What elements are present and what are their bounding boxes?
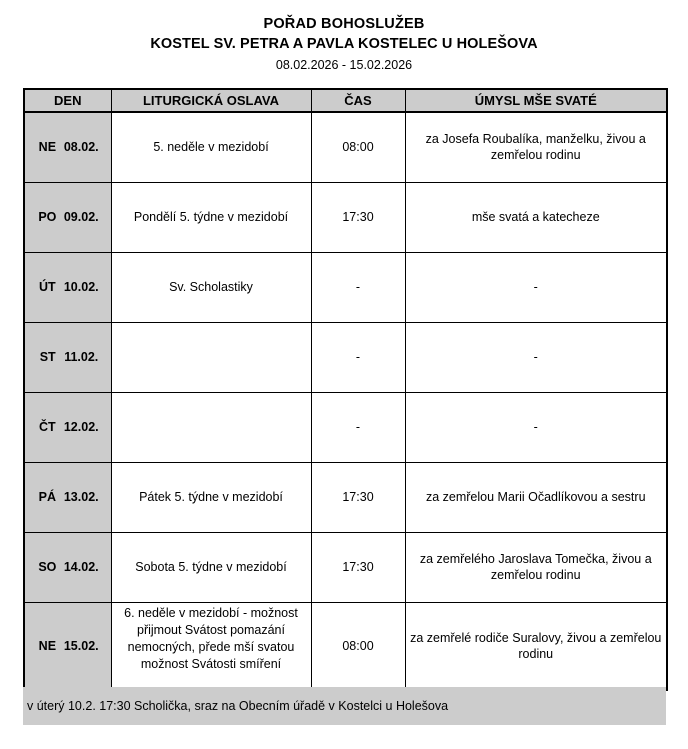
- footer-note: v úterý 10.2. 17:30 Scholička, sraz na O…: [23, 687, 666, 725]
- cell-time: 08:00: [310, 111, 406, 183]
- cell-intention: -: [404, 321, 668, 393]
- table-row: PO 09.02. Pondělí 5. týdne v mezidobí 17:…: [23, 181, 668, 253]
- table-row: NE 15.02. 6. neděle v mezidobí - možnost …: [23, 601, 668, 691]
- cell-time: -: [310, 251, 406, 323]
- cell-celebration: 6. neděle v mezidobí - možnost přijmout …: [110, 601, 312, 691]
- day-of-week: ST: [39, 350, 56, 364]
- cell-time: 17:30: [310, 461, 406, 533]
- document-subtitle: KOSTEL SV. PETRA A PAVLA KOSTELEC U HOLE…: [150, 36, 538, 52]
- day-of-week: SO: [38, 560, 57, 574]
- cell-time: 17:30: [310, 181, 406, 253]
- table-row: SO 14.02. Sobota 5. týdne v mezidobí 17:3…: [23, 531, 668, 603]
- document-title: POŘAD BOHOSLUŽEB: [263, 16, 425, 32]
- table-header-row: DEN LITURGICKÁ OSLAVA ČAS ÚMYSL MŠE SVAT…: [23, 88, 668, 113]
- cell-intention: mše svatá a katecheze: [404, 181, 668, 253]
- cell-time: 17:30: [310, 531, 406, 603]
- cell-intention: -: [404, 391, 668, 463]
- document-heading: POŘAD BOHOSLUŽEB KOSTEL SV. PETRA A PAVL…: [0, 0, 688, 75]
- cell-day: PO 09.02.: [23, 181, 112, 253]
- cell-celebration: Sobota 5. týdne v mezidobí: [110, 531, 312, 603]
- day-date: 08.02.: [63, 140, 99, 155]
- schedule-table: DEN LITURGICKÁ OSLAVA ČAS ÚMYSL MŠE SVAT…: [23, 88, 668, 691]
- table-row: NE 08.02. 5. neděle v mezidobí 08:00 za J…: [23, 111, 668, 183]
- day-date: 11.02.: [64, 350, 99, 364]
- day-of-week: NE: [38, 140, 57, 155]
- cell-day: NE 08.02.: [23, 111, 112, 183]
- cell-time: -: [310, 321, 406, 393]
- day-of-week: ČT: [39, 420, 56, 434]
- cell-intention: -: [404, 251, 668, 323]
- column-header-celebration: LITURGICKÁ OSLAVA: [110, 88, 312, 113]
- day-date: 12.02.: [63, 420, 99, 434]
- table-row: ČT 12.02. - -: [23, 391, 668, 463]
- day-of-week: PO: [38, 210, 57, 224]
- schedule-table-body: NE 08.02. 5. neděle v mezidobí 08:00 za J…: [23, 111, 668, 691]
- footer-note-text: v úterý 10.2. 17:30 Scholička, sraz na O…: [27, 699, 449, 713]
- cell-intention: za zemřelou Marii Očadlíkovou a sestru: [404, 461, 668, 533]
- day-date: 14.02.: [63, 560, 99, 574]
- cell-day: NE 15.02.: [23, 601, 112, 691]
- table-row: PÁ 13.02. Pátek 5. týdne v mezidobí 17:30…: [23, 461, 668, 533]
- cell-intention: za zemřelého Jaroslava Tomečka, živou a …: [404, 531, 668, 603]
- table-row: ÚT 10.02. Sv. Scholastiky - -: [23, 251, 668, 323]
- cell-day: ÚT 10.02.: [23, 251, 112, 323]
- day-of-week: PÁ: [38, 490, 57, 504]
- cell-day: ČT 12.02.: [23, 391, 112, 463]
- cell-day: SO 14.02.: [23, 531, 112, 603]
- cell-intention: za Josefa Roubalíka, manželku, živou a z…: [404, 111, 668, 183]
- cell-time: 08:00: [310, 601, 406, 691]
- schedule-table-container: DEN LITURGICKÁ OSLAVA ČAS ÚMYSL MŠE SVAT…: [23, 88, 668, 691]
- table-row: ST 11.02. - -: [23, 321, 668, 393]
- cell-day: ST 11.02.: [23, 321, 112, 393]
- cell-celebration: 5. neděle v mezidobí: [110, 111, 312, 183]
- day-date: 09.02.: [63, 210, 99, 224]
- day-date: 10.02.: [63, 280, 99, 294]
- cell-celebration: [110, 391, 312, 463]
- day-date: 15.02.: [63, 638, 99, 653]
- day-of-week: NE: [38, 638, 57, 653]
- cell-celebration: [110, 321, 312, 393]
- cell-day: PÁ 13.02.: [23, 461, 112, 533]
- cell-celebration: Pátek 5. týdne v mezidobí: [110, 461, 312, 533]
- cell-celebration: Pondělí 5. týdne v mezidobí: [110, 181, 312, 253]
- day-of-week: ÚT: [39, 280, 56, 294]
- schedule-table-head: DEN LITURGICKÁ OSLAVA ČAS ÚMYSL MŠE SVAT…: [23, 88, 668, 113]
- column-header-day: DEN: [23, 88, 112, 113]
- column-header-intention: ÚMYSL MŠE SVATÉ: [404, 88, 668, 113]
- cell-intention: za zemřelé rodiče Suralovy, živou a zemř…: [404, 601, 668, 691]
- cell-time: -: [310, 391, 406, 463]
- column-header-time: ČAS: [310, 88, 406, 113]
- document-date-range: 08.02.2026 - 15.02.2026: [275, 58, 413, 72]
- day-date: 13.02.: [63, 490, 99, 504]
- cell-celebration: Sv. Scholastiky: [110, 251, 312, 323]
